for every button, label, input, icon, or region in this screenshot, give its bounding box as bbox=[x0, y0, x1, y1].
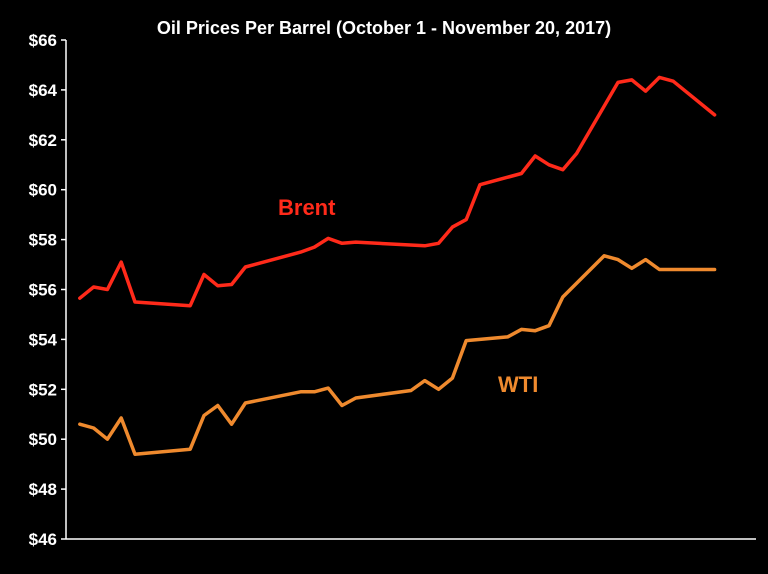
y-tick-label: $64 bbox=[29, 81, 58, 100]
chart-title: Oil Prices Per Barrel (October 1 - Novem… bbox=[156, 18, 612, 38]
series-labels: Brent WTI bbox=[278, 195, 538, 397]
y-tick-label: $58 bbox=[29, 231, 57, 250]
y-tick-label: $48 bbox=[29, 480, 57, 499]
y-tick-label: $66 bbox=[29, 31, 57, 50]
series-line-wti bbox=[78, 254, 717, 456]
y-tick-label: $50 bbox=[29, 430, 57, 449]
y-tick-label: $62 bbox=[29, 131, 57, 150]
y-tick-label: $46 bbox=[29, 530, 57, 549]
y-tick-label: $54 bbox=[29, 330, 58, 349]
series-line-brent bbox=[78, 75, 717, 308]
y-tick-label: $56 bbox=[29, 281, 57, 300]
axes bbox=[61, 39, 756, 540]
series-label-wti: WTI bbox=[498, 372, 538, 397]
y-tick-label: $52 bbox=[29, 380, 57, 399]
y-tick-labels: $46 $48 $50 $52 $54 $56 $58 $60 $62 $64 $66 bbox=[29, 31, 58, 549]
series-lines bbox=[78, 75, 717, 456]
series-label-brent: Brent bbox=[278, 195, 336, 220]
y-tick-label: $60 bbox=[29, 181, 57, 200]
